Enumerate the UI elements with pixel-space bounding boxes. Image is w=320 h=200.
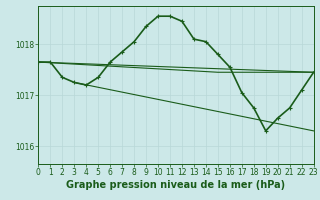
X-axis label: Graphe pression niveau de la mer (hPa): Graphe pression niveau de la mer (hPa) [67, 180, 285, 190]
